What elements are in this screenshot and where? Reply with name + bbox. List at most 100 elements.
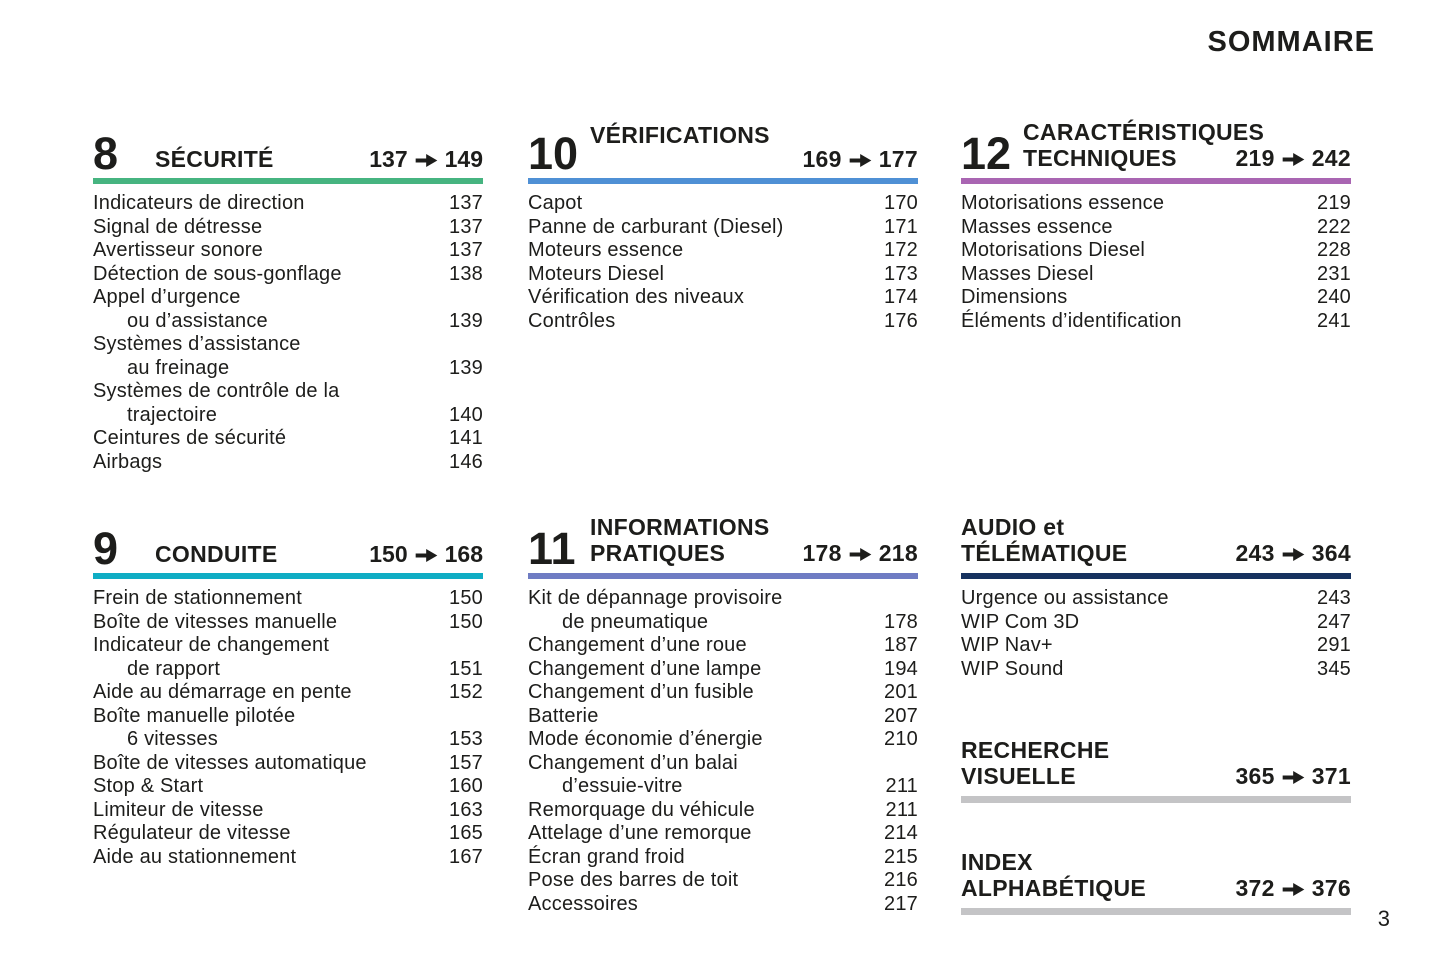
section-title-line2: PRATIQUES [590, 540, 726, 566]
toc-item-label: WIP Sound [961, 657, 1064, 680]
toc-item-label: Ceintures de sécurité [93, 427, 287, 449]
section-title-line2: ALPHABÉTIQUE [961, 875, 1147, 901]
toc-item-page: 214 [884, 822, 918, 844]
arrow-right-icon [415, 154, 437, 167]
toc-item: Pose des barres de toit 216 [528, 869, 918, 893]
toc-item-label: Airbags [93, 450, 163, 473]
toc-item-page: 153 [449, 728, 483, 750]
toc-item-label: Boîte de vitesses automatique [93, 751, 367, 774]
section-title: SÉCURITÉ [155, 146, 274, 172]
toc-item-label: Masses essence [961, 215, 1113, 238]
section-page-range: 365 371 [1235, 765, 1351, 788]
range-from: 372 [1235, 875, 1275, 901]
section-underline [528, 573, 918, 579]
toc-item-page: 217 [884, 892, 918, 915]
toc-item: Détection de sous-gonflage 138 [93, 263, 483, 287]
toc-item: Panne de carburant (Diesel) 171 [528, 216, 918, 240]
section-title-lines: INFORMATIONS PRATIQUES 178 218 [590, 514, 918, 566]
toc-item-page: 172 [884, 239, 918, 261]
toc-item-page: 171 [884, 215, 918, 238]
arrow-right-icon [849, 154, 872, 167]
toc-item: Batterie 207 [528, 705, 918, 729]
toc-item: Boîte de vitesses manuelle 150 [93, 611, 483, 635]
section-title-lines: AUDIO et TÉLÉMATIQUE 243 364 [961, 514, 1351, 566]
toc-item: Appel d’urgence ou d’assistance 139 [93, 286, 483, 333]
toc-item-label: Motorisations Diesel [961, 239, 1146, 261]
toc-item: Systèmes de contrôle de la trajectoire 140 [93, 380, 483, 427]
section-underline [961, 178, 1351, 184]
toc-item-label: Systèmes d’assistance au freinage [93, 333, 301, 379]
toc-column-3: 12 CARACTÉRISTIQUES TECHNIQUES 219 242 Mo… [961, 112, 1351, 915]
section-title: CARACTÉRISTIQUES [1023, 119, 1265, 145]
toc-item: Changement d’une roue 187 [528, 634, 918, 658]
toc-item: Signal de détresse 137 [93, 216, 483, 240]
toc-item-page: 194 [884, 657, 918, 680]
section-title-line2: TÉLÉMATIQUE [961, 540, 1128, 566]
toc-item-page: 241 [1317, 309, 1351, 332]
toc-item-label: Urgence ou assistance [961, 587, 1169, 609]
toc-item-page: 176 [884, 309, 918, 332]
section-page-range: 372 376 [1235, 877, 1351, 900]
toc-item: Avertisseur sonore 137 [93, 239, 483, 263]
toc-item: Capot 170 [528, 192, 918, 216]
section-caracteristiques-techniques: 12 CARACTÉRISTIQUES TECHNIQUES 219 242 Mo… [961, 112, 1351, 507]
toc-item-page: 215 [884, 845, 918, 868]
section-verifications: 10 VÉRIFICATIONS 169 177 Capot 170 Panne de… [528, 112, 918, 507]
toc-item: Aide au démarrage en pente 152 [93, 681, 483, 705]
toc-item-label: Indicateur de changement de rapport [93, 634, 330, 680]
range-to: 376 [1311, 875, 1351, 901]
toc-item-label: Panne de carburant (Diesel) [528, 215, 784, 238]
range-to: 218 [878, 540, 918, 566]
toc-item: Ceintures de sécurité 141 [93, 427, 483, 451]
toc-item-page: 141 [449, 427, 483, 449]
section-number: 11 [528, 523, 576, 574]
toc-item-page: 247 [1317, 610, 1351, 633]
toc-item-page: 167 [449, 845, 483, 868]
section-header: AUDIO et TÉLÉMATIQUE 243 364 [961, 507, 1351, 566]
section-header: 10 VÉRIFICATIONS 169 177 [528, 112, 918, 176]
toc-item-page: 219 [1317, 192, 1351, 214]
toc-column-2: 10 VÉRIFICATIONS 169 177 Capot 170 Panne de… [528, 112, 918, 916]
toc-item-page: 139 [449, 356, 483, 379]
toc-item-label: Batterie [528, 704, 599, 727]
toc-item-page: 211 [885, 798, 918, 821]
toc-item-label: Mode économie d’énergie [528, 728, 763, 750]
toc-item: Attelage d’une remorque 214 [528, 822, 918, 846]
range-from: 365 [1235, 763, 1275, 789]
toc-item-label: Moteurs Diesel [528, 262, 665, 285]
toc-item-label: Boîte manuelle pilotée 6 vitesses [93, 704, 296, 751]
toc-item-page: 157 [449, 751, 483, 774]
toc-item-label: Vérification des niveaux [528, 286, 745, 308]
toc-item: Masses essence 222 [961, 216, 1351, 240]
toc-item-label: Motorisations essence [961, 192, 1165, 214]
section-header: 8 SÉCURITÉ 137 149 [93, 112, 483, 176]
section-underline [961, 908, 1351, 915]
section-items: Frein de stationnement 150 Boîte de vitess… [93, 587, 483, 869]
section-informations-pratiques: 11 INFORMATIONS PRATIQUES 178 218 Kit de … [528, 507, 918, 916]
toc-item: Accessoires 217 [528, 893, 918, 917]
toc-item-label: Accessoires [528, 892, 639, 915]
section-number: 12 [961, 128, 1012, 179]
toc-item-page: 173 [884, 262, 918, 285]
toc-item-label: Attelage d’une remorque [528, 822, 752, 844]
section-title: INDEX [961, 849, 1033, 875]
toc-item-page: 345 [1317, 657, 1351, 680]
section-recherche-visuelle: RECHERCHE VISUELLE 365 371 [961, 737, 1351, 803]
toc-item-label: Signal de détresse [93, 215, 263, 238]
toc-item-page: 216 [884, 869, 918, 891]
toc-item-label: Indicateurs de direction [93, 192, 305, 214]
toc-item-page: 228 [1317, 239, 1351, 261]
range-to: 371 [1311, 763, 1351, 789]
toc-item-label: Capot [528, 192, 583, 214]
arrow-right-icon [1282, 153, 1305, 166]
toc-item-label: Changement d’une roue [528, 634, 747, 656]
toc-item: WIP Sound 345 [961, 658, 1351, 682]
toc-item: Motorisations essence 219 [961, 192, 1351, 216]
toc-item-page: 163 [449, 798, 483, 821]
page-number: 3 [1377, 906, 1390, 931]
toc-item: Airbags 146 [93, 451, 483, 475]
toc-item-label: Stop & Start [93, 775, 204, 797]
arrow-right-icon [1282, 771, 1305, 784]
toc-item-label: Aide au démarrage en pente [93, 681, 352, 703]
toc-item-label: Limiteur de vitesse [93, 798, 264, 821]
